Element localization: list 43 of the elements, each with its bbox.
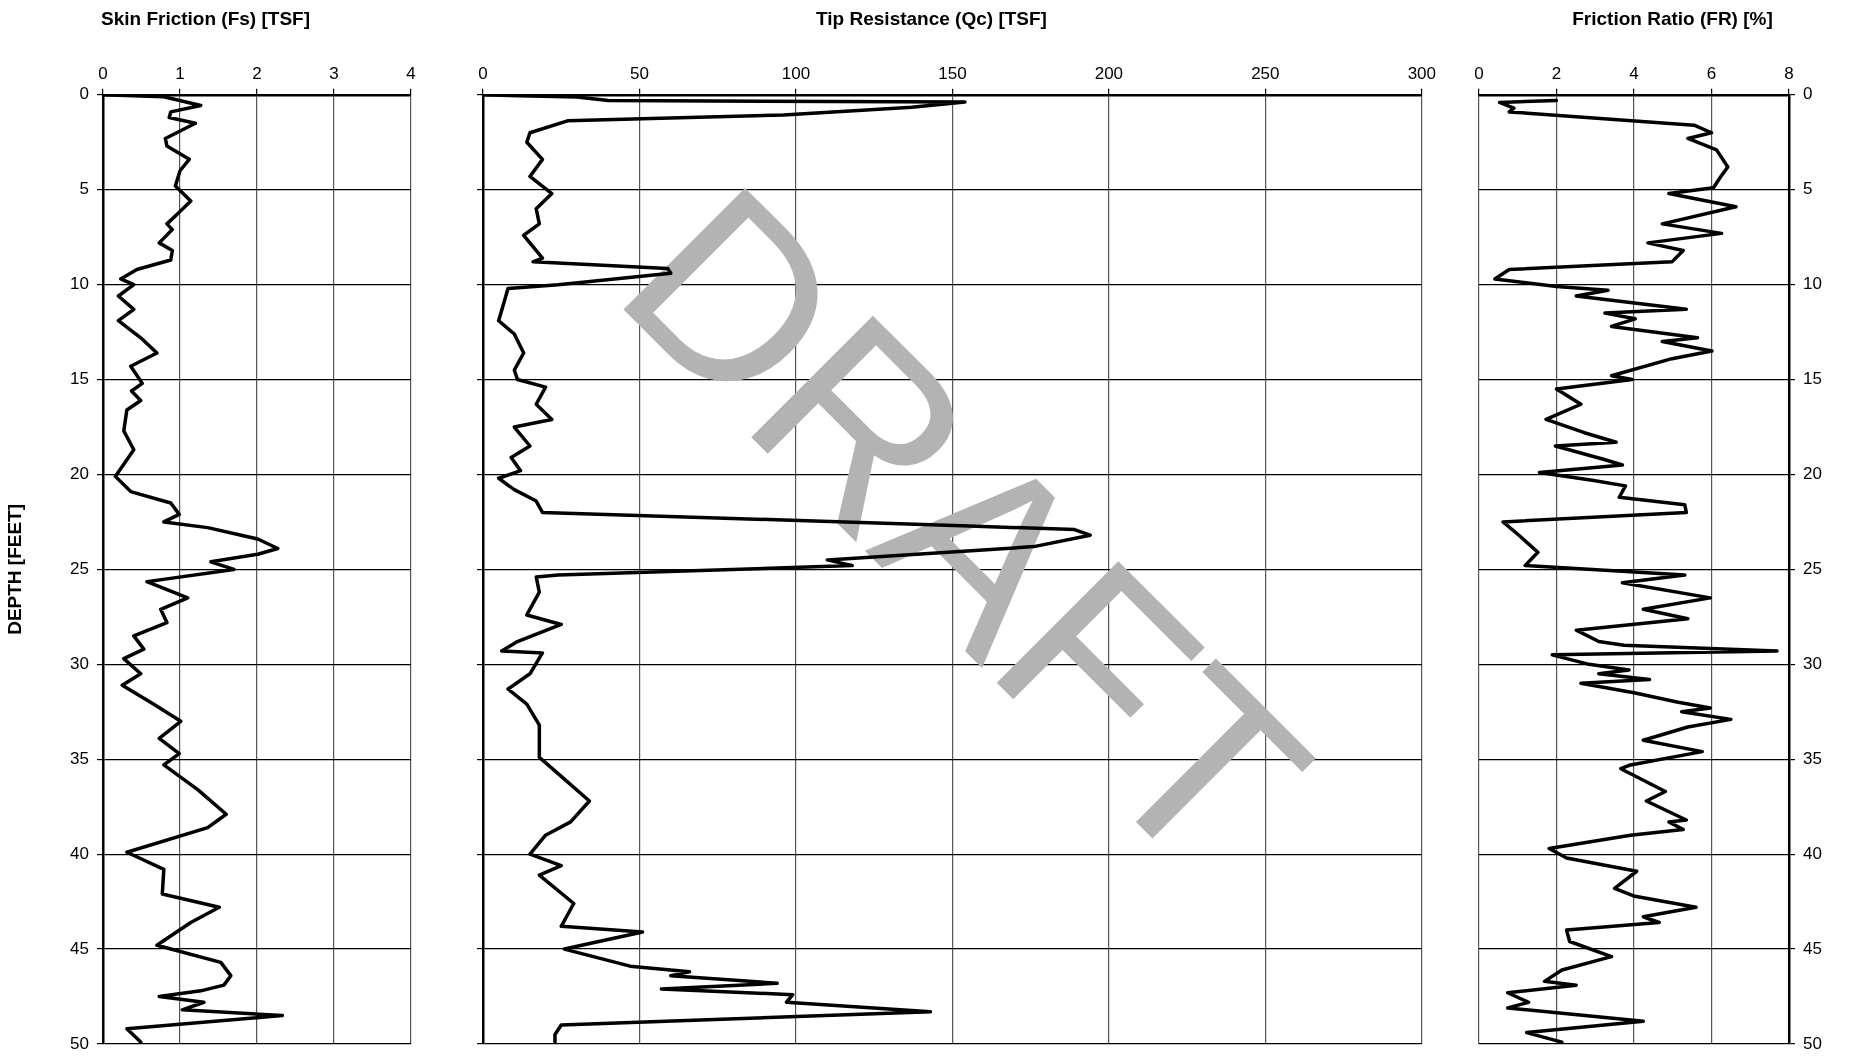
y-tick-label: 45: [70, 938, 89, 958]
y-tick-label: 50: [70, 1033, 89, 1053]
y-tick-label: 40: [1803, 843, 1822, 863]
x-tick-label: 0: [1474, 64, 1484, 84]
x-tick-label: 50: [630, 64, 649, 84]
x-tick-label: 2: [1551, 64, 1562, 84]
y-tick-label: 50: [1803, 1033, 1822, 1053]
y-tick-label: 0: [79, 84, 89, 104]
x-tick-label: 100: [781, 64, 811, 84]
x-tick-label: 6: [1706, 64, 1717, 84]
x-tick-label: 8: [1784, 64, 1794, 84]
y-tick-label: 20: [70, 464, 89, 484]
y-tick-label: 5: [1803, 179, 1813, 199]
x-tick-label: 2: [252, 64, 262, 84]
y-tick-label: 10: [70, 274, 89, 294]
x-tick-label: 0: [478, 64, 488, 84]
x-tick-label: 0: [98, 64, 108, 84]
x-tick-label: 200: [1094, 64, 1124, 84]
y-tick-label: 15: [70, 369, 89, 389]
y-tick-label: 40: [70, 843, 89, 863]
y-tick-label: 20: [1803, 464, 1822, 484]
y-tick-label: 25: [70, 559, 89, 579]
x-tick-label: 4: [406, 64, 416, 84]
x-tick-label: 300: [1407, 64, 1437, 84]
y-tick-label: 35: [70, 748, 89, 768]
x-tick-label: 250: [1251, 64, 1280, 84]
y-tick-label: 0: [1803, 84, 1813, 104]
x-tick-label: 3: [329, 64, 339, 84]
y-tick-label: 30: [70, 654, 89, 674]
y-tick-label: 25: [1803, 559, 1822, 579]
y-tick-label: 15: [1803, 369, 1822, 389]
y-axis-title: DEPTH [FEET]: [3, 503, 25, 635]
x-tick-label: 4: [1629, 64, 1639, 84]
x-tick-label: 1: [175, 64, 185, 84]
y-tick-label: 45: [1803, 938, 1822, 958]
y-tick-label: 35: [1803, 748, 1822, 768]
chart-title: Skin Friction (Fs) [TSF]: [101, 7, 310, 29]
y-tick-label: 10: [1803, 274, 1822, 294]
y-tick-label: 5: [79, 179, 89, 199]
chart-title: Tip Resistance (Qc) [TSF]: [816, 7, 1047, 29]
y-tick-label: 30: [1803, 654, 1822, 674]
chart-title: Friction Ratio (FR) [%]: [1572, 7, 1773, 29]
x-tick-label: 150: [938, 64, 967, 84]
